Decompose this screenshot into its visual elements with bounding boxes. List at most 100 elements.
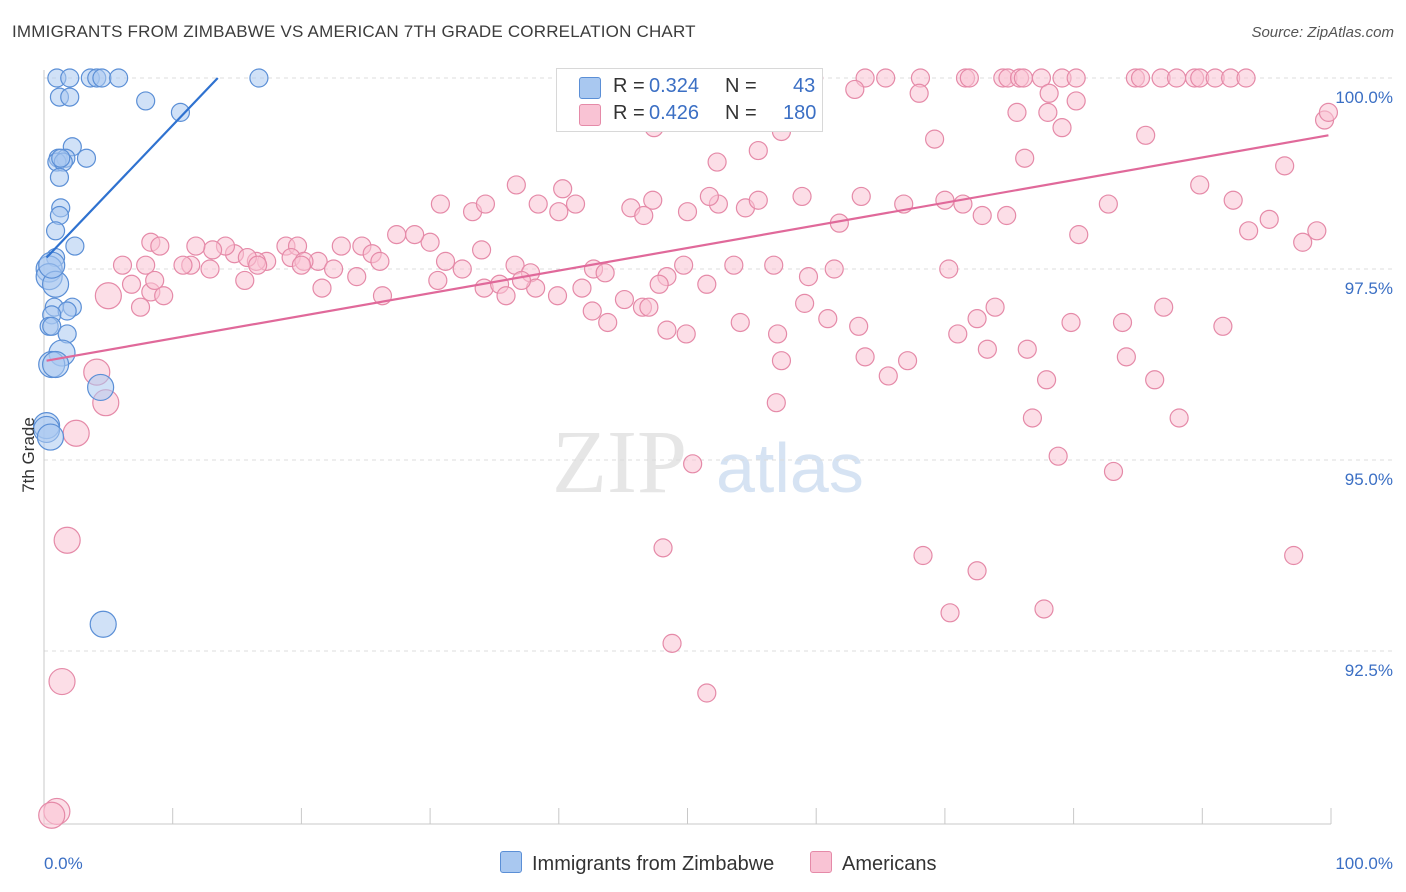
american-point (511, 270, 532, 291)
american-point (1066, 91, 1086, 111)
american-point (112, 255, 133, 275)
zimbabwe-point (42, 316, 62, 336)
american-point (1213, 316, 1233, 336)
american-point (145, 270, 165, 291)
american-point (430, 194, 450, 214)
american-point (634, 205, 654, 226)
american-point (676, 324, 696, 344)
american-point (173, 255, 193, 275)
american-point (1154, 297, 1174, 317)
american-point (291, 255, 311, 275)
american-point (186, 236, 206, 256)
american-point (53, 526, 81, 554)
zimbabwe-point (109, 68, 129, 88)
watermark-atlas: atlas (716, 429, 864, 507)
bottom-legend-zimbabwe: Immigrants from Zimbabwe (500, 851, 774, 876)
american-point (997, 205, 1017, 226)
american-point (1116, 347, 1136, 367)
americans-trendline (46, 134, 1329, 362)
zimbabwe-point (51, 148, 71, 168)
american-point (94, 282, 122, 310)
american-point (38, 801, 66, 829)
american-point (1052, 118, 1072, 138)
american-point (136, 255, 156, 275)
zimbabwe-points (32, 68, 269, 638)
american-point (387, 225, 407, 245)
american-point (420, 232, 440, 252)
american-point (653, 538, 673, 558)
bottom-legend-swatch-americans (810, 851, 832, 873)
american-point (1013, 68, 1034, 88)
american-point (639, 297, 659, 317)
chart-title: IMMIGRANTS FROM ZIMBABWE VS AMERICAN 7TH… (12, 22, 696, 41)
american-point (897, 351, 918, 371)
american-point (909, 83, 929, 103)
american-point (851, 186, 871, 207)
bottom-legend-swatch-zimbabwe (500, 851, 522, 873)
legend-swatch-zimbabwe (579, 77, 601, 99)
american-point (967, 561, 987, 581)
american-point (697, 683, 717, 703)
legend-n-value: 43 (793, 75, 816, 97)
tick-labels: 92.5% 95.0% 97.5% 100.0% 0.0% 100.0% (44, 88, 1393, 873)
correlation-legend: R = 0.324 N = 43 R = 0.426 N = 180 (556, 68, 823, 132)
zimbabwe-point (87, 373, 115, 402)
american-point (1103, 461, 1124, 482)
american-point (154, 286, 174, 306)
american-point (985, 297, 1005, 317)
american-point (878, 366, 898, 386)
american-point (643, 190, 663, 210)
american-point (496, 286, 516, 306)
american-point (876, 68, 896, 88)
american-point (1307, 221, 1327, 241)
american-point (1169, 408, 1189, 428)
american-point (977, 339, 997, 359)
trend-lines (45, 77, 1329, 362)
american-point (662, 633, 682, 653)
american-point (767, 324, 788, 344)
zimbabwe-trendline (45, 77, 219, 259)
american-point (452, 259, 472, 279)
american-point (795, 293, 815, 313)
american-point (1034, 599, 1054, 619)
american-point (913, 545, 933, 566)
american-point (959, 68, 979, 88)
y-axis-label: 7th Grade (19, 417, 38, 493)
american-point (312, 278, 332, 298)
x-tick-label: 0.0% (44, 854, 83, 873)
zimbabwe-point (65, 236, 85, 256)
american-point (506, 175, 526, 195)
american-point (1069, 225, 1089, 245)
american-point (771, 351, 792, 371)
american-point (1130, 68, 1151, 88)
american-point (1039, 83, 1059, 103)
y-tick-label: 97.5% (1345, 279, 1393, 298)
american-point (435, 251, 456, 271)
american-point (428, 270, 448, 291)
american-point (1061, 312, 1081, 333)
american-point (1015, 148, 1035, 168)
american-point (528, 194, 548, 214)
bottom-legend-label-americans: Americans (842, 853, 937, 875)
american-point (48, 667, 76, 696)
american-point (818, 309, 838, 329)
american-point (323, 259, 344, 279)
legend-r-value: 0.324 (649, 75, 700, 97)
legend-n-value: 180 (783, 102, 817, 124)
zimbabwe-point (170, 102, 191, 122)
american-point (547, 286, 568, 306)
american-point (724, 255, 744, 275)
american-point (1145, 370, 1165, 390)
american-point (202, 240, 223, 260)
american-point (598, 312, 618, 333)
american-point (1223, 190, 1243, 210)
american-point (565, 194, 586, 214)
american-point (845, 79, 865, 100)
american-point (1136, 125, 1156, 145)
americans-points (38, 68, 1339, 829)
american-point (699, 186, 719, 207)
american-point (697, 274, 717, 294)
american-point (748, 190, 768, 210)
american-point (935, 190, 955, 210)
y-tick-label: 95.0% (1345, 470, 1393, 489)
